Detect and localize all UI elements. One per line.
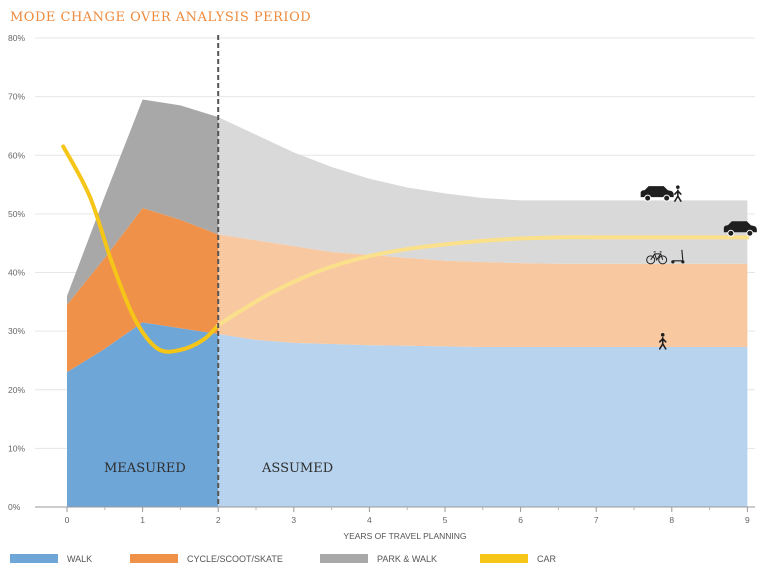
legend-label: PARK & WALK [377, 554, 437, 564]
x-tick-label: 4 [367, 515, 372, 525]
measured-label: MEASURED [104, 461, 186, 476]
legend-item-walk: WALK [10, 554, 92, 564]
legend-swatch [480, 554, 528, 563]
y-tick-label: 50% [8, 209, 25, 219]
legend-label: CYCLE/SCOOT/SKATE [187, 554, 283, 564]
chart-title: MODE CHANGE OVER ANALYSIS PERIOD [10, 10, 311, 25]
y-tick-label: 20% [8, 385, 25, 395]
y-tick-label: 30% [8, 326, 25, 336]
scooter-icon [671, 249, 685, 264]
x-tick-label: 8 [669, 515, 674, 525]
area-walk-measured [67, 322, 219, 507]
stacked-areas [67, 99, 748, 507]
car-line-layer [61, 144, 750, 354]
legend-swatch [10, 554, 58, 563]
y-tick-label: 10% [8, 443, 25, 453]
area-park-walk-measured [67, 99, 219, 305]
y-tick-label: 70% [8, 92, 25, 102]
legend: WALK CYCLE/SCOOT/SKATE PARK & WALK CAR [10, 554, 557, 564]
bicycle-icon [646, 251, 668, 265]
legend-swatch [130, 554, 178, 563]
car-icon [723, 221, 757, 237]
legend-item-cycle-scoot-skate: CYCLE/SCOOT/SKATE [130, 554, 283, 564]
assumed-label: ASSUMED [261, 461, 333, 476]
y-tick-label: 80% [8, 33, 25, 43]
mode-icons [640, 185, 757, 350]
pedestrian-icon [658, 333, 667, 350]
x-tick-label: 1 [140, 515, 145, 525]
area-park-walk-assumed [218, 117, 748, 264]
area-walk-assumed [218, 334, 748, 507]
x-tick-label: 0 [65, 515, 70, 525]
x-tick-label: 5 [443, 515, 448, 525]
pedestrian-icon [674, 185, 682, 202]
x-tick-label: 7 [594, 515, 599, 525]
y-tick-label: 40% [8, 268, 25, 278]
legend-item-park-walk: PARK & WALK [320, 554, 437, 564]
x-tick-label: 9 [745, 515, 750, 525]
y-tick-label: 60% [8, 150, 25, 160]
car-line-assumed [216, 235, 750, 328]
legend-swatch [320, 554, 368, 563]
legend-label: CAR [537, 554, 557, 564]
y-tick-label: 0% [8, 502, 21, 512]
y-tick-labels: 0% 10% 20% 30% 40% 50% 60% 70% 80% [8, 33, 25, 512]
legend-item-car: CAR [480, 554, 557, 564]
x-tick-label: 6 [518, 515, 523, 525]
x-tick-label: 3 [291, 515, 296, 525]
car-line-measured [61, 144, 221, 354]
x-axis-title: YEARS OF TRAVEL PLANNING [343, 531, 466, 541]
x-axis: 0 1 2 3 4 5 6 7 8 9 [35, 506, 755, 525]
area-cycle-scoot-skate-measured [67, 208, 219, 373]
car-icon [640, 186, 674, 202]
x-tick-label: 2 [216, 515, 221, 525]
legend-label: WALK [67, 554, 92, 564]
